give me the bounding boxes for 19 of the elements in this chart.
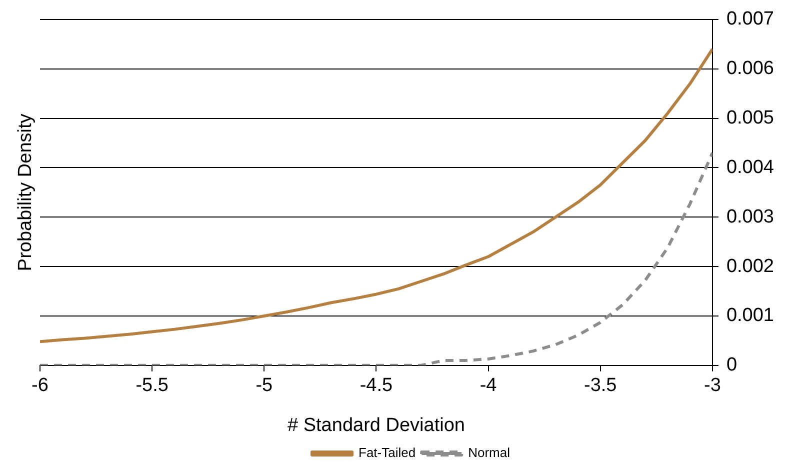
x-tick-label: -4 [480, 375, 498, 396]
x-tick-label: -5.5 [136, 375, 168, 396]
y-tick-label: 0 [726, 354, 738, 376]
x-tick-label: -3.5 [584, 375, 617, 396]
legend-label: Normal [468, 445, 510, 460]
x-tick-label: -4.5 [360, 375, 393, 396]
y-tick-label: 0.001 [726, 305, 774, 326]
x-axis-title: # Standard Deviation [288, 414, 465, 436]
x-tick-label: -5 [256, 375, 273, 396]
x-tick-label: -6 [32, 375, 48, 396]
y-tick-label: 0.003 [726, 206, 774, 228]
y-tick-label: 0.007 [726, 8, 774, 30]
legend-label: Fat-Tailed [358, 445, 416, 460]
x-tick-label: -3 [704, 375, 721, 396]
y-tick-label: 0.002 [726, 256, 774, 277]
y-axis-title: Probability Density [15, 113, 36, 272]
y-tick-label: 0.005 [726, 107, 774, 128]
y-tick-label: 0.004 [726, 156, 774, 178]
y-tick-label: 0.006 [726, 58, 774, 80]
